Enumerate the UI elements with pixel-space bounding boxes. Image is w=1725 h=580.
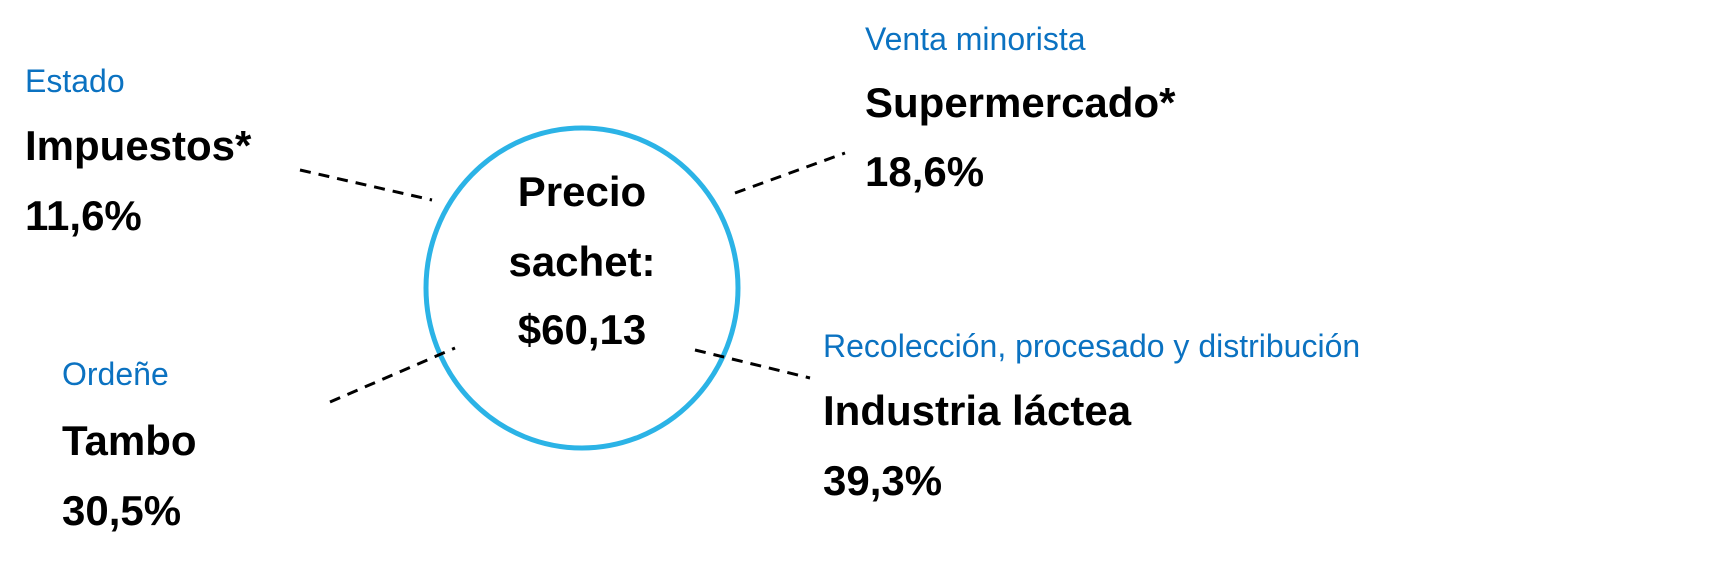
node-category: Ordeñe (62, 356, 169, 392)
node-share: 18,6% (865, 148, 984, 195)
node-share: 39,3% (823, 457, 942, 504)
node-category: Estado (25, 63, 125, 99)
center-circle (423, 125, 741, 451)
center-text: Precio (518, 168, 646, 215)
node-name: Tambo (62, 417, 197, 464)
connector (694, 348, 811, 380)
node-category: Venta minorista (865, 21, 1086, 57)
center-text: $60,13 (518, 306, 646, 353)
node-name: Impuestos* (25, 122, 252, 169)
center-text: sachet: (508, 238, 655, 285)
node-share: 11,6% (25, 192, 142, 239)
node-share: 30,5% (62, 487, 181, 534)
connector (329, 346, 456, 404)
node-category: Recolección, procesado y distribución (823, 328, 1360, 364)
connector (734, 151, 846, 195)
node-name: Supermercado* (865, 79, 1176, 126)
connector (299, 168, 433, 202)
node-name: Industria láctea (823, 387, 1132, 434)
